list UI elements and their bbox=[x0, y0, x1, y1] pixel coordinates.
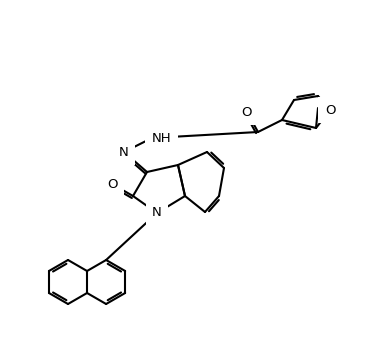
Text: NH: NH bbox=[152, 132, 172, 144]
Text: N: N bbox=[119, 145, 129, 158]
Text: O: O bbox=[242, 105, 252, 119]
Text: O: O bbox=[325, 103, 335, 117]
Text: O: O bbox=[107, 177, 117, 190]
Text: N: N bbox=[152, 206, 162, 220]
